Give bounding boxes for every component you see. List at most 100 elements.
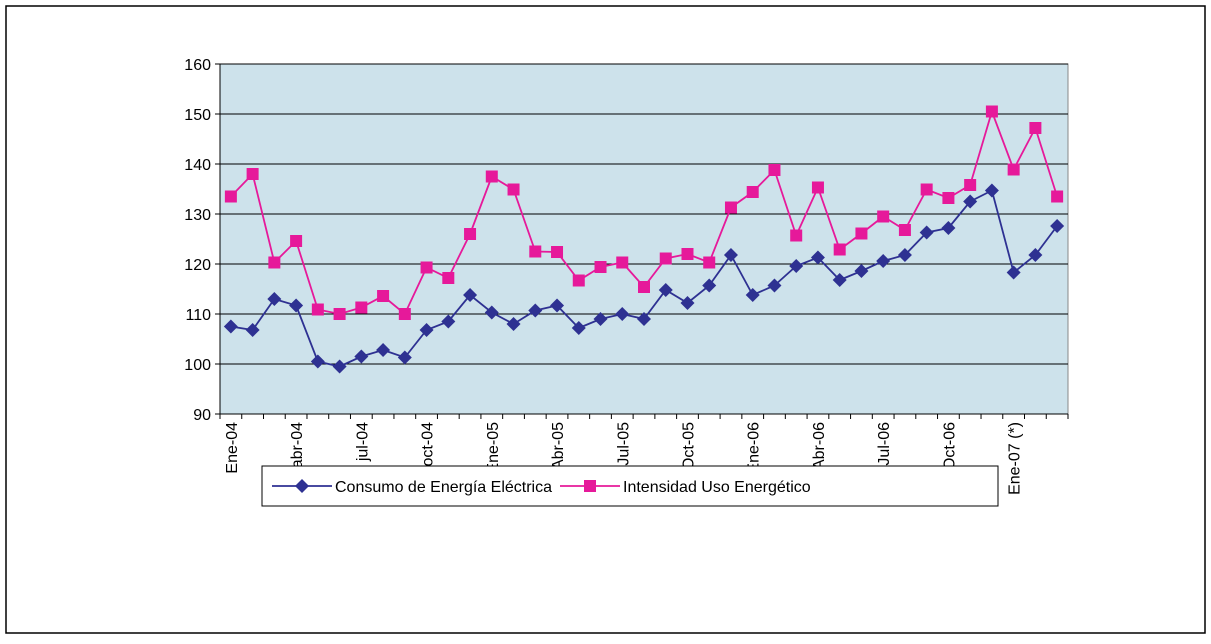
point [810, 250, 825, 265]
point [680, 296, 695, 310]
point [854, 264, 869, 278]
legend-label: Consumo de Energía Eléctrica [335, 479, 552, 496]
x-tick-label: abr-04 [289, 422, 306, 468]
point [681, 248, 694, 260]
point [528, 303, 543, 318]
x-tick-label: oct-04 [420, 422, 437, 467]
point [790, 229, 803, 242]
point [876, 254, 891, 268]
point [442, 272, 455, 284]
point [224, 190, 237, 203]
point [767, 278, 782, 293]
point [898, 224, 911, 236]
x-tick-label: Ene-04 [224, 422, 241, 474]
y-tick-label: 140 [184, 157, 211, 174]
point [919, 225, 934, 240]
point [507, 183, 520, 196]
point [441, 314, 456, 329]
y-tick-label: 90 [193, 407, 211, 424]
y-tick-label: 130 [184, 207, 211, 224]
point [1006, 265, 1021, 280]
point [377, 290, 390, 302]
point [746, 186, 759, 198]
point [398, 308, 411, 320]
point [658, 283, 673, 297]
x-tick-label: Jul-06 [876, 422, 893, 466]
point [897, 248, 912, 262]
point [506, 317, 521, 331]
point [464, 228, 477, 240]
legend-marker [584, 480, 596, 492]
plot-area [219, 63, 1069, 415]
point [223, 319, 238, 334]
point [703, 256, 716, 269]
point [529, 245, 542, 258]
point [594, 261, 607, 273]
point [637, 312, 651, 326]
point [963, 194, 978, 209]
point [724, 201, 737, 214]
point [964, 179, 977, 191]
point [768, 164, 781, 176]
point [290, 235, 303, 247]
point [593, 312, 608, 326]
point [1050, 219, 1065, 233]
x-tick-label: Ene-07 (*) [1007, 422, 1024, 495]
point [397, 350, 412, 365]
point [332, 359, 347, 374]
point [877, 210, 890, 223]
point [571, 321, 586, 335]
point [376, 343, 391, 357]
legend [261, 465, 999, 507]
point [833, 243, 846, 256]
point [1051, 190, 1064, 203]
y-tick-label: 150 [184, 107, 211, 124]
point [702, 278, 717, 293]
legend-marker [295, 479, 309, 493]
point [419, 323, 434, 337]
point [246, 168, 259, 180]
point [354, 349, 369, 364]
point [941, 221, 956, 235]
point [333, 308, 346, 320]
x-tick-label: Abr-06 [811, 422, 828, 470]
point [463, 288, 478, 302]
point [811, 181, 824, 194]
point [615, 307, 630, 321]
point [1028, 248, 1043, 262]
point [310, 354, 325, 369]
point [984, 183, 999, 198]
y-tick-label: 160 [184, 57, 211, 74]
point [1029, 122, 1042, 134]
x-tick-label: Abr-05 [550, 422, 567, 470]
point [1007, 163, 1020, 176]
x-tick-label: Jul-05 [615, 422, 632, 466]
point [789, 259, 804, 273]
x-tick-label: Ene-06 [746, 422, 763, 474]
legend-label: Intensidad Uso Energético [623, 479, 811, 496]
point [638, 281, 650, 293]
point [745, 288, 760, 302]
y-tick-label: 110 [185, 307, 211, 324]
y-tick-label: 120 [184, 257, 211, 274]
point [985, 105, 998, 118]
x-tick-label: Oct-06 [941, 422, 958, 470]
point [485, 170, 498, 183]
point [268, 256, 281, 269]
point [572, 274, 585, 287]
point [289, 298, 304, 313]
y-tick-label: 100 [184, 357, 211, 374]
x-tick-label: Ene-05 [485, 422, 502, 474]
point [551, 246, 564, 258]
point [267, 292, 282, 306]
point [920, 183, 933, 196]
point [616, 256, 629, 269]
x-tick-label: Oct-05 [680, 422, 697, 470]
point [855, 227, 868, 240]
point [311, 303, 324, 316]
x-tick-label: jul-04 [354, 422, 371, 462]
point [355, 301, 368, 314]
point [245, 323, 260, 337]
